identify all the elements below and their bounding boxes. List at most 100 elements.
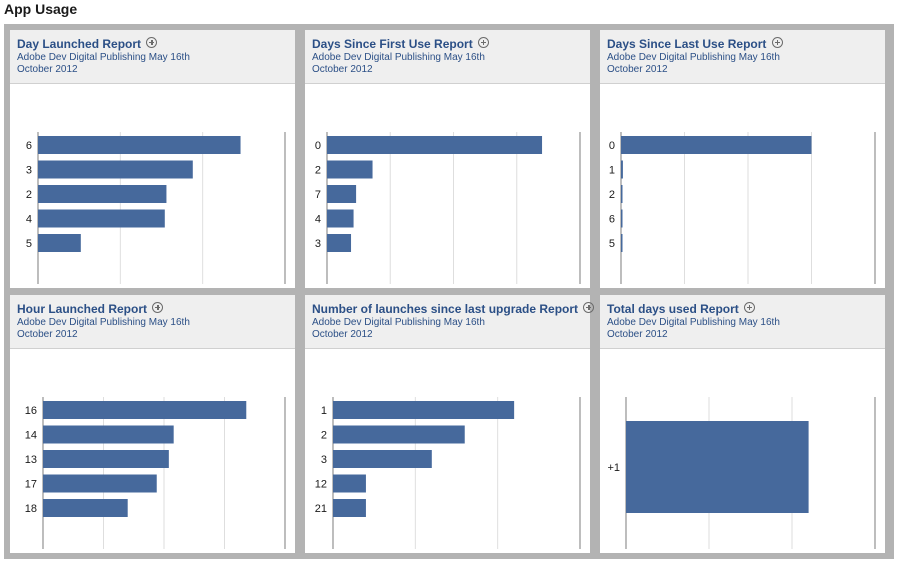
bar: [333, 499, 366, 517]
panel-header: Days Since First Use Report Adobe Dev Di…: [305, 30, 590, 84]
report-panel-days-since-last-use: Days Since Last Use Report Adobe Dev Dig…: [600, 30, 885, 288]
bar-chart: 16141317180255075100: [25, 397, 286, 549]
panel-title-link[interactable]: Days Since Last Use Report: [607, 37, 783, 51]
category-label: 0: [315, 140, 321, 152]
panel-header: Day Launched Report Adobe Dev Digital Pu…: [10, 30, 295, 84]
category-label: 17: [25, 479, 37, 491]
expand-plus-icon[interactable]: [771, 37, 783, 48]
panel-title-text: Number of launches since last upgrade Re…: [312, 302, 579, 316]
category-label: +1: [607, 462, 620, 474]
expand-plus-icon[interactable]: [744, 302, 756, 313]
bar: [621, 209, 623, 228]
bar: [327, 209, 354, 228]
category-label: 6: [609, 214, 615, 226]
bar: [43, 401, 247, 419]
panel-subtitle: Adobe Dev Digital Publishing May 16th: [17, 52, 190, 63]
category-label: 3: [26, 165, 32, 177]
bar-chart: 02743050100150200: [315, 132, 581, 284]
panel-title-link[interactable]: Day Launched Report: [17, 37, 158, 51]
panel-title-link[interactable]: Days Since First Use Report: [312, 37, 490, 51]
panel-date-range: October 2012: [607, 64, 668, 75]
expand-plus-icon[interactable]: [152, 302, 164, 313]
panel-header: Hour Launched Report Adobe Dev Digital P…: [10, 295, 295, 349]
bar: [621, 160, 623, 179]
bar: [621, 136, 812, 154]
category-label: 2: [315, 165, 321, 177]
page-title: App Usage: [4, 1, 78, 17]
expand-plus-icon[interactable]: [146, 37, 158, 48]
bar: [327, 185, 357, 203]
expand-plus-icon[interactable]: [583, 302, 595, 313]
dashboard-grid: Day Launched Report Adobe Dev Digital Pu…: [4, 24, 894, 559]
panel-date-range: October 2012: [312, 64, 373, 75]
report-panel-launches-since-upgrade: Number of launches since last upgrade Re…: [305, 295, 595, 553]
panel-title-text: Hour Launched Report: [17, 302, 148, 316]
category-label: 6: [26, 140, 32, 152]
panel-title-text: Days Since First Use Report: [312, 37, 473, 51]
category-label: 16: [25, 405, 37, 417]
category-label: 18: [25, 503, 37, 515]
category-label: 3: [321, 454, 327, 466]
panel-subtitle: Adobe Dev Digital Publishing May 16th: [312, 317, 485, 328]
bar: [43, 450, 169, 468]
category-label: 2: [26, 189, 32, 201]
bar-chart: 1231221051015: [315, 397, 581, 549]
bar-chart: 012650100200300400: [609, 132, 876, 284]
bar: [327, 234, 352, 252]
category-label: 13: [25, 454, 37, 466]
panel-date-range: October 2012: [17, 64, 78, 75]
bar: [333, 450, 432, 468]
expand-plus-icon[interactable]: [478, 37, 490, 48]
bar: [38, 209, 165, 228]
category-label: 0: [609, 140, 615, 152]
report-panel-total-days-used: Total days used Report Adobe Dev Digital…: [600, 295, 885, 553]
bar: [327, 160, 373, 179]
bar: [626, 421, 809, 513]
category-label: 14: [25, 430, 37, 442]
panel-date-range: October 2012: [17, 329, 78, 340]
bar: [333, 425, 465, 444]
panel-title-link[interactable]: Total days used Report: [607, 302, 756, 316]
bar: [327, 136, 543, 154]
bar: [333, 474, 366, 493]
panel-subtitle: Adobe Dev Digital Publishing May 16th: [17, 317, 190, 328]
category-label: 2: [321, 430, 327, 442]
panel-title-link[interactable]: Hour Launched Report: [17, 302, 164, 316]
bar: [43, 474, 157, 493]
panel-title-text: Day Launched Report: [17, 37, 142, 51]
bar: [333, 401, 515, 419]
category-label: 2: [609, 189, 615, 201]
bar: [38, 185, 167, 203]
bar-chart: 63245050100150: [26, 132, 286, 284]
category-label: 1: [609, 165, 615, 177]
report-panel-hour-launched: Hour Launched Report Adobe Dev Digital P…: [10, 295, 295, 553]
panel-title-link[interactable]: Number of launches since last upgrade Re…: [312, 302, 595, 316]
panel-date-range: October 2012: [607, 329, 668, 340]
panel-header: Total days used Report Adobe Dev Digital…: [600, 295, 885, 349]
bar: [43, 499, 128, 517]
panel-subtitle: Adobe Dev Digital Publishing May 16th: [312, 52, 485, 63]
report-panel-day-launched: Day Launched Report Adobe Dev Digital Pu…: [10, 30, 295, 288]
bar: [621, 185, 623, 203]
panel-header: Number of launches since last upgrade Re…: [305, 295, 595, 349]
panel-subtitle: Adobe Dev Digital Publishing May 16th: [607, 52, 780, 63]
panel-date-range: October 2012: [312, 329, 373, 340]
category-label: 5: [26, 238, 32, 250]
panel-subtitle: Adobe Dev Digital Publishing May 16th: [607, 317, 780, 328]
category-label: 21: [315, 503, 327, 515]
bar: [621, 234, 623, 252]
panel-title-text: Total days used Report: [607, 302, 739, 316]
bar-chart: +1050100150: [607, 397, 876, 549]
category-label: 5: [609, 238, 615, 250]
panel-title-text: Days Since Last Use Report: [607, 37, 767, 51]
category-label: 12: [315, 479, 327, 491]
category-label: 1: [321, 405, 327, 417]
category-label: 3: [315, 238, 321, 250]
category-label: 4: [315, 214, 321, 226]
category-label: 7: [315, 189, 321, 201]
report-panel-days-since-first-use: Days Since First Use Report Adobe Dev Di…: [305, 30, 590, 288]
bar: [38, 160, 193, 179]
panel-header: Days Since Last Use Report Adobe Dev Dig…: [600, 30, 885, 84]
bar: [38, 234, 81, 252]
bar: [43, 425, 174, 444]
